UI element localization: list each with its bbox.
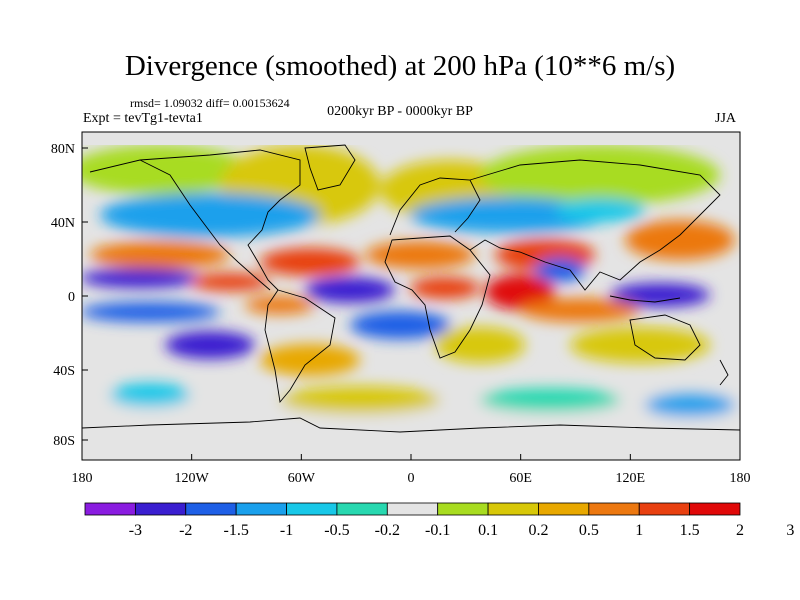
lon-tick-label: 0 bbox=[408, 471, 415, 486]
rmsd-stats: rmsd= 1.09032 diff= 0.00153624 bbox=[130, 96, 290, 110]
experiment-label: Expt = tevTg1-tevta1 bbox=[83, 111, 203, 126]
colorbar-swatch bbox=[437, 502, 489, 516]
colorbar-label: -0.5 bbox=[324, 522, 349, 539]
colorbar-swatch bbox=[134, 502, 187, 516]
colorbar-label: -0.2 bbox=[375, 522, 400, 539]
colorbar-swatch bbox=[538, 502, 590, 516]
colorbar-label: -2 bbox=[179, 522, 192, 539]
lat-tick-label: 40N bbox=[51, 216, 75, 231]
colorbar-label: -1 bbox=[280, 522, 293, 539]
lat-tick-label: 80N bbox=[51, 142, 75, 157]
colorbar: -3 -2 -1.5 -1 -0.5 -0.2 -0.1 0.1 0.2 0.5 1 1.5 2 3 bbox=[84, 502, 794, 539]
colorbar-swatch bbox=[588, 502, 640, 516]
colorbar-swatch bbox=[286, 502, 338, 516]
lon-tick-label: 180 bbox=[72, 471, 93, 486]
lat-tick-label: 80S bbox=[53, 434, 75, 449]
lon-tick-label: 120E bbox=[616, 471, 646, 486]
colorbar-label: 1.5 bbox=[680, 522, 700, 539]
colorbar-swatch bbox=[386, 502, 439, 516]
latitude-axis: 80N 40N 0 40S 80S bbox=[51, 142, 88, 449]
colorbar-swatch bbox=[638, 502, 691, 516]
plot-title: Divergence (smoothed) at 200 hPa (10**6 … bbox=[124, 50, 676, 82]
colorbar-label: -1.5 bbox=[223, 522, 248, 539]
colorbar-label: 0.1 bbox=[478, 522, 498, 539]
colorbar-label: -0.1 bbox=[425, 522, 450, 539]
colorbar-label: 0.2 bbox=[528, 522, 548, 539]
colorbar-swatch bbox=[336, 502, 388, 516]
lon-tick-label: 180 bbox=[730, 471, 751, 486]
coastlines bbox=[82, 144, 740, 433]
colorbar-label: 2 bbox=[736, 522, 744, 539]
colorbar-swatch bbox=[185, 502, 237, 516]
colorbar-label: 3 bbox=[786, 522, 794, 539]
colorbar-label: -3 bbox=[129, 522, 142, 539]
lat-tick-label: 0 bbox=[68, 290, 75, 305]
period-label: 0200kyr BP - 0000kyr BP bbox=[327, 104, 473, 119]
colorbar-swatch bbox=[235, 502, 287, 516]
divergence-field bbox=[82, 132, 740, 460]
season-label: JJA bbox=[715, 111, 737, 126]
colorbar-swatch bbox=[689, 502, 741, 516]
colorbar-label: 0.5 bbox=[579, 522, 599, 539]
colorbar-swatch bbox=[84, 502, 136, 516]
lon-tick-label: 120W bbox=[175, 471, 210, 486]
colorbar-swatch bbox=[487, 502, 539, 516]
longitude-axis: 180 120W 60W 0 60E 120E 180 bbox=[72, 454, 751, 486]
lon-tick-label: 60E bbox=[509, 471, 532, 486]
lon-tick-label: 60W bbox=[288, 471, 316, 486]
lat-tick-label: 40S bbox=[53, 364, 75, 379]
colorbar-label: 1 bbox=[635, 522, 643, 539]
